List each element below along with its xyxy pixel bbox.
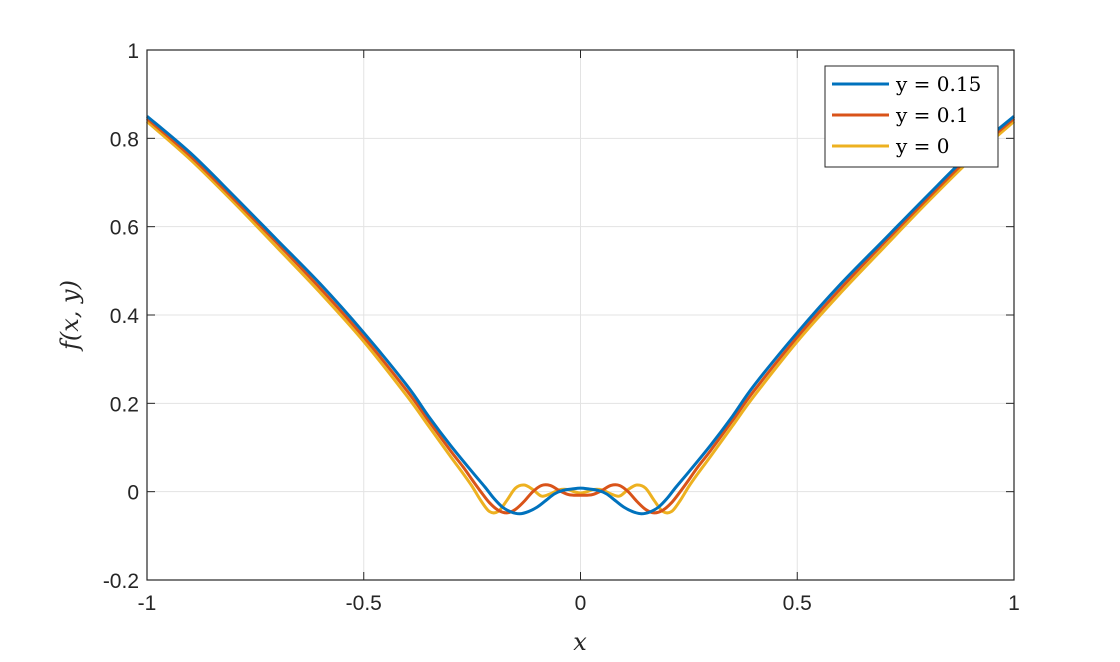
x-tick-label: 0 (575, 592, 587, 615)
x-tick-label: 1 (1008, 592, 1020, 615)
y-tick-label: 0 (127, 482, 139, 505)
x-tick-labels: -1 -0.5 0 0.5 1 (138, 592, 1020, 615)
legend-label-y-0: y = 0 (895, 134, 950, 158)
x-tick-label: -0.5 (346, 592, 382, 615)
y-tick-label: 0.8 (110, 128, 139, 151)
x-tick-label: -1 (138, 592, 157, 615)
tick-marks (146, 49, 1015, 581)
series-lines (146, 115, 1015, 516)
y-tick-label: 1 (127, 40, 139, 63)
x-tick-label: 0.5 (783, 592, 812, 615)
legend-label-y-0-15: y = 0.15 (895, 72, 981, 96)
series-line-y-0-1 (146, 117, 1015, 515)
y-tick-labels: -0.2 0 0.2 0.4 0.6 0.8 1 (103, 40, 139, 593)
x-axis-label: x (573, 628, 587, 656)
series-line-y-0-15 (146, 115, 1015, 516)
legend-label-y-0-1: y = 0.1 (895, 103, 969, 127)
y-tick-label: -0.2 (103, 570, 139, 593)
y-axis-label: f(x, y) (56, 280, 84, 352)
y-tick-label: 0.6 (110, 217, 139, 240)
legend: y = 0.15 y = 0.1 y = 0 (824, 65, 999, 168)
y-tick-label: 0.4 (110, 305, 140, 328)
series-line-y-0 (146, 120, 1015, 515)
y-tick-label: 0.2 (110, 393, 139, 416)
